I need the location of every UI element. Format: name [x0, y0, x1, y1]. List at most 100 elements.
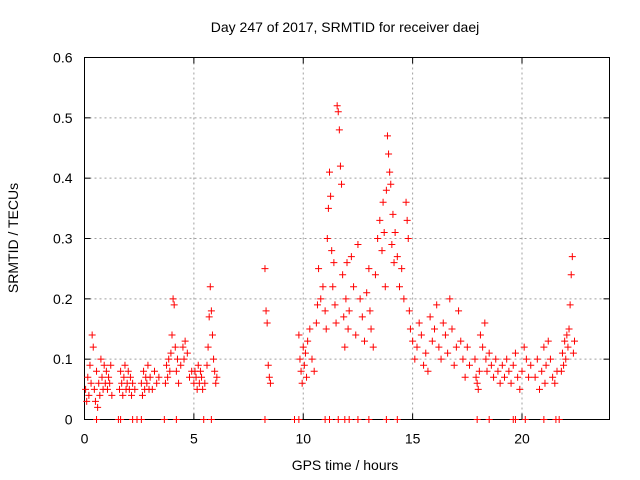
data-point	[180, 355, 188, 363]
data-point	[199, 385, 207, 393]
data-point	[380, 228, 388, 236]
y-tick-label: 0.4	[53, 170, 73, 186]
data-point	[108, 391, 116, 399]
data-point	[335, 126, 343, 134]
data-point	[540, 416, 548, 423]
y-tick-label: 0.2	[53, 291, 73, 307]
data-point	[183, 349, 191, 357]
data-point	[352, 331, 360, 339]
x-tick-label: 0	[81, 431, 89, 447]
data-point	[85, 391, 93, 399]
data-point	[168, 331, 176, 339]
data-point	[210, 355, 218, 363]
data-point	[482, 355, 490, 363]
data-point	[312, 319, 320, 327]
data-point	[525, 373, 533, 381]
data-point	[160, 416, 168, 423]
data-point	[207, 416, 215, 423]
data-point	[544, 337, 552, 345]
data-point	[540, 343, 548, 351]
data-point	[177, 361, 185, 369]
data-point	[411, 355, 419, 363]
y-tick-label: 0	[65, 412, 73, 428]
data-point	[520, 343, 528, 351]
data-point	[206, 283, 214, 291]
data-point	[326, 416, 333, 423]
data-point	[563, 331, 571, 339]
data-point	[413, 343, 421, 351]
data-point	[119, 391, 127, 399]
y-tick-label: 0.5	[53, 110, 73, 126]
data-point	[171, 343, 179, 351]
data-point	[376, 216, 384, 224]
data-point	[459, 355, 467, 363]
data-point	[324, 204, 332, 212]
data-point	[518, 367, 526, 375]
data-point	[483, 367, 491, 375]
data-point	[369, 343, 377, 351]
data-point	[155, 373, 163, 381]
data-point	[105, 373, 113, 381]
data-point	[89, 343, 97, 351]
data-point	[536, 385, 543, 393]
data-point	[166, 367, 174, 375]
data-point	[466, 361, 473, 369]
data-point	[82, 385, 90, 393]
data-point	[455, 307, 463, 315]
data-point	[106, 379, 114, 387]
x-tick-label: 5	[190, 431, 198, 447]
data-point	[126, 373, 134, 381]
data-point	[555, 416, 563, 423]
data-point	[163, 361, 171, 369]
data-point	[330, 259, 338, 267]
data-point	[433, 301, 441, 309]
data-point	[266, 379, 274, 387]
data-point	[138, 391, 146, 399]
data-point	[84, 373, 92, 381]
data-point	[328, 247, 336, 255]
data-point	[538, 367, 546, 375]
data-point	[514, 373, 522, 381]
data-point	[93, 416, 101, 423]
data-point	[551, 379, 559, 387]
data-point	[117, 367, 125, 375]
data-point	[211, 367, 219, 375]
data-point	[567, 271, 575, 279]
data-point	[181, 337, 189, 345]
data-point	[347, 253, 355, 261]
data-point	[299, 343, 307, 351]
data-point	[426, 313, 434, 321]
data-point	[400, 295, 408, 303]
data-point	[116, 385, 123, 393]
data-point	[301, 349, 309, 357]
data-point	[562, 355, 570, 363]
data-point	[121, 361, 129, 369]
data-point	[403, 216, 411, 224]
data-point	[91, 397, 99, 405]
data-point	[263, 319, 271, 327]
data-point	[568, 253, 576, 261]
data-point	[511, 349, 519, 357]
data-point	[398, 265, 406, 273]
data-point	[100, 361, 108, 369]
data-point	[441, 331, 449, 339]
data-point	[201, 379, 209, 387]
data-point	[374, 235, 382, 242]
data-point	[198, 373, 206, 381]
data-point	[505, 367, 513, 375]
data-point	[334, 416, 342, 423]
data-point	[361, 337, 368, 345]
data-point	[511, 416, 519, 423]
data-point	[516, 385, 524, 393]
data-point	[327, 192, 335, 200]
data-point	[129, 379, 137, 387]
data-point	[90, 385, 98, 393]
data-point	[323, 235, 331, 242]
data-point	[128, 391, 136, 399]
data-point	[96, 391, 104, 399]
data-point	[522, 355, 530, 363]
data-point	[386, 168, 394, 176]
data-point	[103, 385, 111, 393]
data-point	[196, 367, 204, 375]
